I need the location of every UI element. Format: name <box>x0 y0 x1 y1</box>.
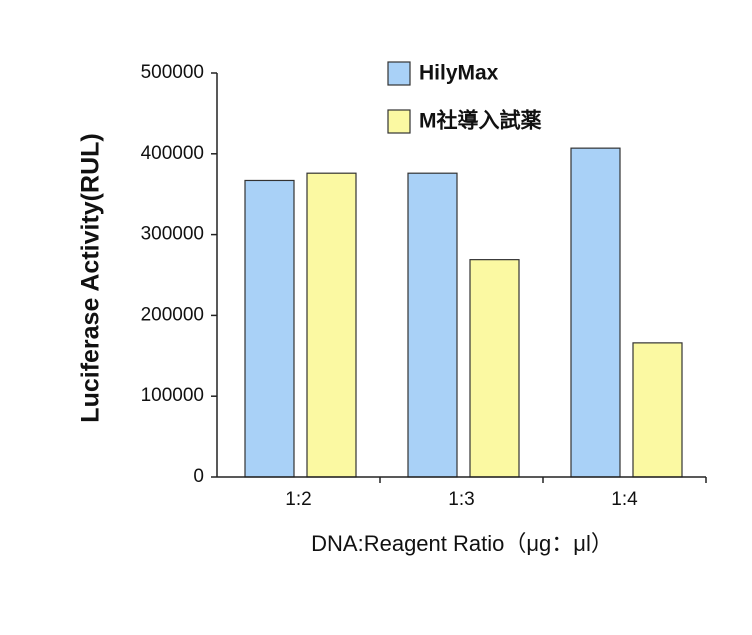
bar <box>570 147 621 478</box>
bar <box>407 172 458 478</box>
bar <box>469 259 520 478</box>
x-tick-label: 1:3 <box>448 489 474 510</box>
y-axis-label: Luciferase Activity(RUL) <box>77 133 105 422</box>
legend-label: HilyMax <box>419 62 499 85</box>
y-tick-label: 0 <box>193 466 204 487</box>
x-tick-label: 1:2 <box>285 489 311 510</box>
y-tick-label: 200000 <box>141 304 204 325</box>
bar <box>632 342 683 478</box>
y-tick-label: 100000 <box>141 385 204 406</box>
x-axis-label: DNA:Reagent Ratio（μg：μl） <box>311 531 613 556</box>
legend-swatch <box>387 109 411 134</box>
legend-label: M社導入試薬 <box>419 109 542 133</box>
bar <box>244 179 295 478</box>
bar <box>306 172 357 478</box>
legend-swatch <box>387 61 411 86</box>
y-tick-label: 300000 <box>141 224 204 245</box>
x-tick-label: 1:4 <box>611 489 638 510</box>
y-tick-label: 400000 <box>141 143 204 164</box>
y-tick-label: 500000 <box>141 62 204 83</box>
